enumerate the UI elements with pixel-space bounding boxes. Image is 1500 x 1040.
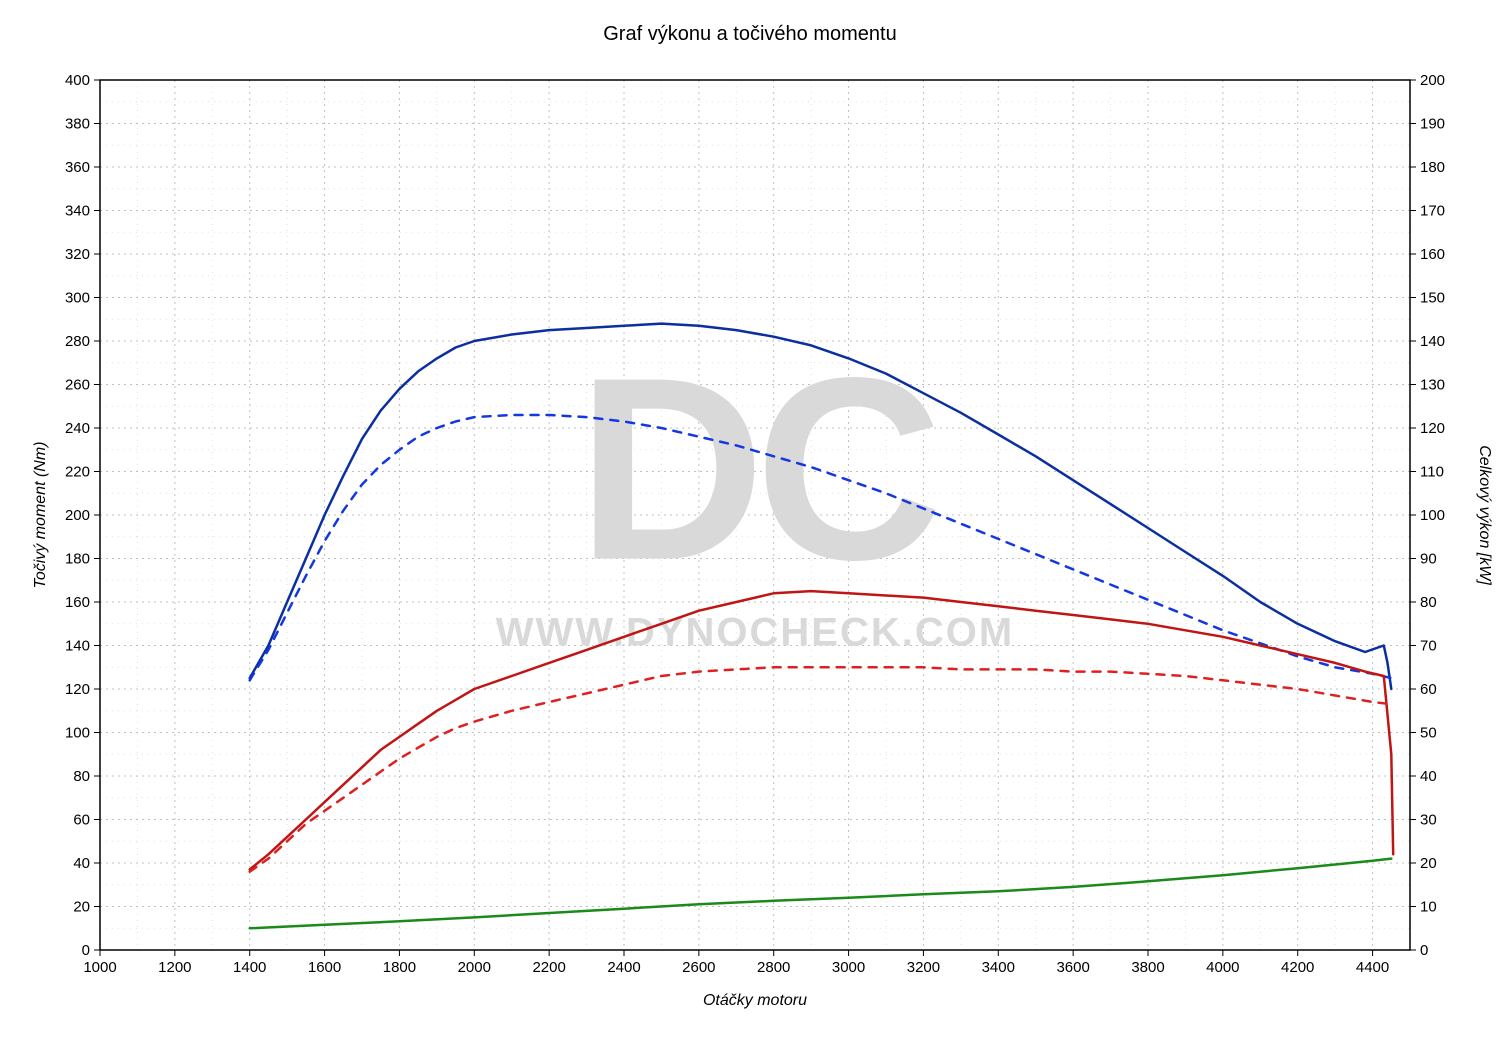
- watermark-logo: DC: [577, 325, 938, 615]
- y-right-tick-label: 90: [1420, 551, 1437, 568]
- x-tick-label: 1800: [383, 959, 416, 976]
- x-tick-label: 2800: [757, 959, 790, 976]
- y-left-tick-label: 260: [65, 377, 90, 394]
- y-left-tick-label: 200: [65, 507, 90, 524]
- x-tick-label: 3000: [832, 959, 865, 976]
- y-left-tick-label: 280: [65, 333, 90, 350]
- x-tick-label: 1400: [233, 959, 266, 976]
- x-tick-label: 1000: [83, 959, 116, 976]
- x-tick-label: 3800: [1131, 959, 1164, 976]
- y-left-tick-label: 400: [65, 72, 90, 89]
- y-left-tick-label: 20: [73, 899, 90, 916]
- y-right-tick-label: 180: [1420, 159, 1445, 176]
- y-right-tick-label: 170: [1420, 203, 1445, 220]
- y-right-tick-label: 160: [1420, 246, 1445, 263]
- y-right-tick-label: 190: [1420, 116, 1445, 133]
- y-right-axis-label: Celkový výkon [kW]: [1476, 445, 1493, 585]
- y-right-tick-label: 80: [1420, 594, 1437, 611]
- x-tick-label: 3600: [1056, 959, 1089, 976]
- x-tick-label: 4200: [1281, 959, 1314, 976]
- y-left-tick-label: 140: [65, 638, 90, 655]
- y-right-tick-label: 40: [1420, 768, 1437, 785]
- y-left-tick-label: 360: [65, 159, 90, 176]
- y-right-tick-label: 0: [1420, 942, 1428, 959]
- x-tick-label: 2600: [682, 959, 715, 976]
- y-left-tick-label: 160: [65, 594, 90, 611]
- y-right-tick-label: 110: [1420, 464, 1444, 481]
- y-left-tick-label: 180: [65, 551, 90, 568]
- y-right-tick-label: 50: [1420, 725, 1437, 742]
- x-tick-label: 3200: [907, 959, 940, 976]
- x-tick-label: 3400: [982, 959, 1015, 976]
- y-right-tick-label: 30: [1420, 812, 1437, 829]
- y-left-tick-label: 40: [73, 855, 90, 872]
- y-left-tick-label: 80: [73, 768, 90, 785]
- x-tick-label: 1600: [308, 959, 341, 976]
- x-axis-label: Otáčky motoru: [703, 992, 807, 1009]
- y-right-tick-label: 10: [1420, 899, 1437, 916]
- y-right-tick-label: 150: [1420, 290, 1445, 307]
- y-right-tick-label: 70: [1420, 638, 1437, 655]
- y-right-tick-label: 200: [1420, 72, 1445, 89]
- x-tick-label: 4000: [1206, 959, 1239, 976]
- x-tick-label: 2400: [607, 959, 640, 976]
- y-left-tick-label: 320: [65, 246, 90, 263]
- y-right-tick-label: 100: [1420, 507, 1445, 524]
- y-right-tick-label: 120: [1420, 420, 1445, 437]
- y-left-tick-label: 300: [65, 290, 90, 307]
- chart-title: Graf výkonu a točivého momentu: [603, 23, 896, 45]
- y-left-tick-label: 0: [82, 942, 90, 959]
- chart-svg: DCWWW.DYNOCHECK.COM100012001400160018002…: [0, 0, 1500, 1040]
- y-left-tick-label: 120: [65, 681, 90, 698]
- y-right-tick-label: 130: [1420, 377, 1445, 394]
- y-right-tick-label: 60: [1420, 681, 1437, 698]
- watermark-url: WWW.DYNOCHECK.COM: [496, 611, 1014, 655]
- y-left-tick-label: 220: [65, 464, 90, 481]
- y-right-tick-label: 140: [1420, 333, 1445, 350]
- x-tick-label: 1200: [158, 959, 191, 976]
- dyno-chart: DCWWW.DYNOCHECK.COM100012001400160018002…: [0, 0, 1500, 1040]
- x-tick-label: 2000: [458, 959, 491, 976]
- y-left-tick-label: 340: [65, 203, 90, 220]
- y-left-tick-label: 240: [65, 420, 90, 437]
- y-left-tick-label: 380: [65, 116, 90, 133]
- y-left-axis-label: Točivý moment (Nm): [32, 442, 49, 589]
- y-right-tick-label: 20: [1420, 855, 1437, 872]
- x-tick-label: 2200: [532, 959, 565, 976]
- x-tick-label: 4400: [1356, 959, 1389, 976]
- y-left-tick-label: 60: [73, 812, 90, 829]
- y-left-tick-label: 100: [65, 725, 90, 742]
